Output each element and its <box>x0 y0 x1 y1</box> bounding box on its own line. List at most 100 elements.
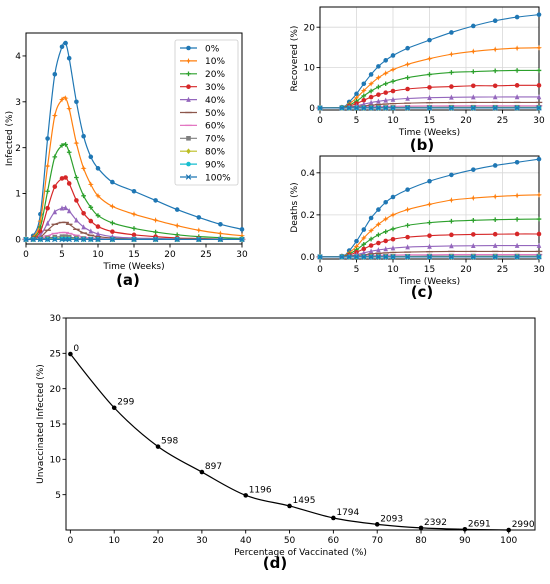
x-tick-label: 0 <box>68 536 74 546</box>
series-30pct-point <box>427 233 432 238</box>
data-point-label: 897 <box>205 462 222 472</box>
series-20pct-point <box>493 69 498 74</box>
series-30pct-point <box>449 84 454 89</box>
legend-marker <box>186 46 191 51</box>
y-tick-label: 0.2 <box>301 211 315 221</box>
series-0pct-point <box>362 81 367 86</box>
y-axis-label: Deaths (%) <box>290 182 300 232</box>
series-20pct-point <box>132 226 137 231</box>
series-0pct-point <box>376 64 381 69</box>
series-20pct-point <box>67 150 72 155</box>
series-10pct-point <box>536 45 542 51</box>
legend-marker <box>186 136 191 141</box>
series-20pct-point <box>471 218 476 223</box>
series-10pct-point <box>492 46 498 52</box>
series-10pct-point <box>383 216 389 222</box>
series-10pct-point <box>153 217 159 223</box>
y-tick-label: 4 <box>15 52 21 62</box>
legend-label: 100% <box>205 173 231 183</box>
x-tick-label: 0 <box>23 250 29 260</box>
series-30pct-point <box>81 211 86 216</box>
legend-label: 90% <box>205 160 225 170</box>
x-tick-label: 10 <box>387 265 399 275</box>
x-tick-label: 40 <box>240 536 252 546</box>
x-tick-label: 0 <box>317 265 323 275</box>
series-line-point <box>506 528 511 533</box>
series-30pct-point <box>471 232 476 237</box>
series-20pct-point <box>383 81 388 86</box>
series-30pct-point <box>369 243 374 248</box>
legend-label: 50% <box>205 109 225 119</box>
series-10pct-point <box>131 211 137 217</box>
series-30pct-point <box>493 232 498 237</box>
x-tick-label: 20 <box>164 250 176 260</box>
series-10pct-point <box>448 51 454 57</box>
series-line-point <box>200 470 205 475</box>
y-tick-label: 1 <box>15 190 21 200</box>
series-10pct-point <box>63 95 69 101</box>
series-0pct-point <box>449 173 454 178</box>
series-20pct-point <box>537 68 542 73</box>
x-tick-label: 25 <box>497 265 508 275</box>
series-0pct-point <box>537 12 542 17</box>
series-20pct-point <box>405 75 410 80</box>
series-20pct-point <box>74 175 79 180</box>
series-0pct-point <box>153 198 158 203</box>
series-0pct-point <box>67 56 72 61</box>
series-0pct-point <box>383 58 388 63</box>
y-tick-label: 0 <box>15 236 21 246</box>
series-0pct-point <box>383 200 388 205</box>
data-point-label: 2691 <box>468 519 491 529</box>
x-tick-label: 90 <box>459 536 471 546</box>
series-0pct-point <box>89 155 94 160</box>
data-point-label: 1495 <box>293 496 316 506</box>
series-30pct-point <box>63 175 68 180</box>
data-point-label: 1196 <box>249 485 272 495</box>
series-line-point <box>243 493 248 498</box>
series-line-point <box>68 352 73 357</box>
panel-label-b: (b) <box>410 136 434 154</box>
x-tick-label: 30 <box>196 536 208 546</box>
series-0pct-point <box>427 179 432 184</box>
series-10pct-point <box>405 207 411 213</box>
y-tick-label: 2 <box>15 144 21 154</box>
series-0pct-point <box>471 24 476 29</box>
series-10pct-point <box>88 181 94 187</box>
series-0pct-point <box>391 53 396 58</box>
series-0pct-point <box>369 72 374 77</box>
x-tick-label: 25 <box>497 116 508 126</box>
x-tick-label: 5 <box>354 116 360 126</box>
x-tick-label: 30 <box>236 250 248 260</box>
data-point-label: 598 <box>161 437 178 447</box>
series-0pct-point <box>53 72 58 77</box>
series-10pct-point <box>448 197 454 203</box>
data-point-label: 0 <box>73 344 79 354</box>
x-tick-label: 15 <box>424 265 435 275</box>
legend-label: 80% <box>205 148 225 158</box>
series-20pct-point <box>427 72 432 77</box>
series-10pct-point <box>514 193 520 199</box>
y-axis-label: Unvaccinated Infected (%) <box>36 364 46 484</box>
y-tick-label: 3 <box>15 98 21 108</box>
series-30pct-point <box>515 232 520 237</box>
series-30pct-point <box>515 83 520 88</box>
series-line-point <box>156 444 161 449</box>
series-0pct-point <box>405 46 410 51</box>
series-30pct-point <box>405 87 410 92</box>
series-0pct-point <box>110 180 115 185</box>
series-30pct-point <box>74 198 79 203</box>
legend-marker <box>186 162 191 167</box>
series-0pct-point <box>175 207 180 212</box>
series-line-point <box>463 527 468 532</box>
series-0pct-point <box>354 239 359 244</box>
series-0pct-point <box>132 189 137 194</box>
x-tick-label: 80 <box>415 536 427 546</box>
series-20pct-point <box>449 219 454 224</box>
x-tick-label: 20 <box>460 116 472 126</box>
series-10pct-point <box>73 140 79 146</box>
series-30pct-point <box>110 229 115 234</box>
y-tick-label: 30 <box>50 314 62 324</box>
series-line-point <box>375 522 380 527</box>
